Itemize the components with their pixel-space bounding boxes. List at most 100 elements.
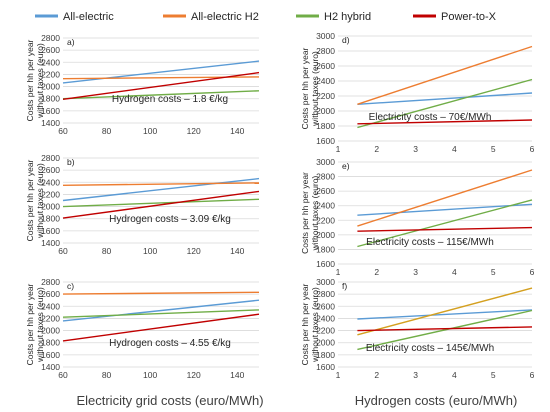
y-tick-label: 2200 (41, 189, 60, 199)
series-line-h2-hybrid (62, 90, 260, 100)
y-tick-label: 1600 (41, 226, 60, 236)
series-line-h2-hybrid (357, 309, 533, 351)
y-tick-label: 2400 (316, 313, 335, 323)
x-tick-label: 6 (530, 370, 535, 380)
x-tick-label: 5 (491, 267, 496, 277)
panel-annotation: Hydrogen costs – 1.8 €/kg (112, 94, 228, 105)
y-axis-label-line: without taxes (euro) (35, 43, 45, 119)
y-axis-label-line: without taxes (euro) (310, 176, 320, 252)
y-tick-label: 2800 (41, 33, 60, 43)
series-line-all-electric-h2 (62, 291, 260, 295)
legend-label: All-electric H2 (191, 11, 259, 23)
y-tick-label: 2000 (41, 202, 60, 212)
y-tick-label: 2800 (316, 172, 335, 182)
panel-annotation: Hydrogen costs – 4.55 €/kg (109, 338, 231, 349)
legend-label: All-electric (63, 11, 114, 23)
y-axis-label: Costs per hh per yearwithout taxes (euro… (25, 159, 45, 241)
x-tick-label: 100 (143, 370, 157, 380)
x-tick-label: 60 (58, 370, 68, 380)
x-tick-label: 4 (452, 370, 457, 380)
y-tick-label: 2000 (316, 338, 335, 348)
series-line-h2-hybrid (62, 198, 260, 208)
y-tick-label: 2200 (316, 326, 335, 336)
y-tick-label: 1600 (41, 350, 60, 360)
x-tick-label: 3 (413, 370, 418, 380)
y-tick-label: 3000 (316, 157, 335, 167)
legend-label: Power-to-X (441, 11, 497, 23)
x-tick-label: 140 (230, 126, 244, 136)
y-axis-label: Costs per hh per yearwithout taxes (euro… (25, 39, 45, 121)
series-line-h2-hybrid (357, 78, 533, 129)
chart-panel-f: 1600 1800 2000 2200 2400 2600 2800 3000 1 2 3 4 5 6 f)… (300, 277, 535, 380)
x-tick-label: 2 (374, 370, 379, 380)
series-line-all-electric-h2 (62, 182, 260, 186)
series-line-power-to-x (62, 71, 260, 100)
y-tick-label: 2000 (41, 326, 60, 336)
y-axis-label-line: without taxes (euro) (310, 51, 320, 127)
y-tick-label: 2200 (316, 215, 335, 225)
chart-panel-c: 1400 1600 1800 2000 2200 2400 2600 2800 60 80 100 1… (25, 277, 260, 380)
y-tick-label: 1400 (41, 238, 60, 248)
series-line-power-to-x (62, 313, 260, 342)
y-tick-label: 2800 (316, 289, 335, 299)
y-axis-label-line: Costs per hh per year (300, 283, 310, 365)
y-tick-label: 2800 (41, 277, 60, 287)
x-tick-label: 60 (58, 126, 68, 136)
x-tick-label: 140 (230, 246, 244, 256)
y-tick-label: 3000 (316, 277, 335, 287)
panel-label: e) (342, 161, 350, 171)
y-tick-label: 2400 (41, 57, 60, 67)
chart-panel-b: 1400 1600 1800 2000 2200 2400 2600 2800 60 80 100 1… (25, 153, 260, 256)
panel-label: a) (67, 37, 75, 47)
x-tick-label: 60 (58, 246, 68, 256)
x-tick-label: 120 (187, 370, 201, 380)
y-tick-label: 2000 (41, 82, 60, 92)
x-tick-label: 80 (102, 126, 112, 136)
x-axis-title-hydrogen: Hydrogen costs (euro/MWh) (355, 393, 518, 408)
x-tick-label: 3 (413, 144, 418, 154)
x-tick-label: 6 (530, 267, 535, 277)
y-tick-label: 2600 (41, 45, 60, 55)
x-tick-label: 1 (336, 370, 341, 380)
y-tick-label: 2800 (316, 46, 335, 56)
series-line-power-to-x (357, 119, 533, 125)
y-tick-label: 2600 (316, 301, 335, 311)
x-tick-label: 80 (102, 370, 112, 380)
y-tick-label: 2600 (316, 186, 335, 196)
y-tick-label: 2400 (41, 177, 60, 187)
chart-panel-d: 1600 1800 2000 2200 2400 2600 2800 3000 1 2 3 4 5 6 d)… (300, 31, 535, 154)
y-tick-label: 2600 (41, 289, 60, 299)
y-tick-label: 2000 (316, 106, 335, 116)
x-tick-label: 2 (374, 144, 379, 154)
chart-panel-a: 1400 1600 1800 2000 2200 2400 2600 2800 60 80 100 1… (25, 33, 260, 136)
chart-panels: 1400 1600 1800 2000 2200 2400 2600 2800 60 80 100 1… (25, 31, 535, 380)
panel-annotation: Electricity costs – 70€/MWh (369, 112, 492, 123)
x-axis-title-electricity: Electricity grid costs (euro/MWh) (76, 393, 263, 408)
series-line-all-electric (62, 177, 260, 202)
x-tick-label: 1 (336, 144, 341, 154)
chart-panel-e: 1600 1800 2000 2200 2400 2600 2800 3000 1 2 3 4 5 6 e)… (300, 157, 535, 277)
y-tick-label: 2200 (316, 91, 335, 101)
x-tick-label: 1 (336, 267, 341, 277)
series-line-all-electric (357, 92, 533, 105)
series-line-power-to-x (357, 226, 533, 232)
series-line-power-to-x (62, 190, 260, 219)
y-tick-label: 2400 (316, 76, 335, 86)
y-axis-label: Costs per hh per yearwithout taxes (euro… (300, 47, 320, 129)
panel-annotation: Electricity costs – 145€/MWh (366, 343, 494, 354)
x-tick-label: 80 (102, 246, 112, 256)
y-tick-label: 1800 (316, 244, 335, 254)
series-line-power-to-x (357, 326, 533, 332)
y-tick-label: 2800 (41, 153, 60, 163)
y-tick-label: 1800 (41, 214, 60, 224)
y-tick-label: 2400 (41, 301, 60, 311)
x-tick-label: 3 (413, 267, 418, 277)
x-tick-label: 2 (374, 267, 379, 277)
y-axis-label-line: without taxes (euro) (310, 287, 320, 363)
panel-label: b) (67, 157, 75, 167)
y-tick-label: 1400 (41, 118, 60, 128)
y-tick-label: 2400 (316, 201, 335, 211)
x-tick-label: 5 (491, 370, 496, 380)
y-tick-label: 1600 (41, 106, 60, 116)
